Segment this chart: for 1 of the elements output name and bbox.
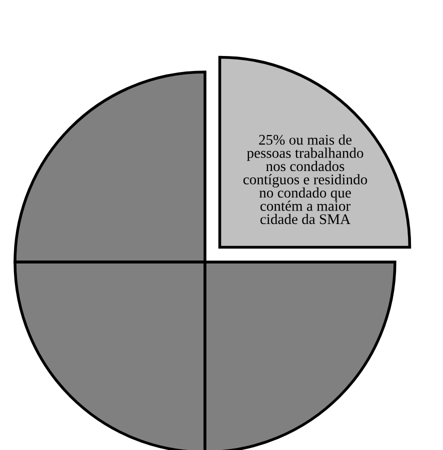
slice-label: 25% ou mais de pessoas trabalhando nos condados contíguos e residindo no condado que contém a maior cidade da SMA [243, 134, 368, 224]
